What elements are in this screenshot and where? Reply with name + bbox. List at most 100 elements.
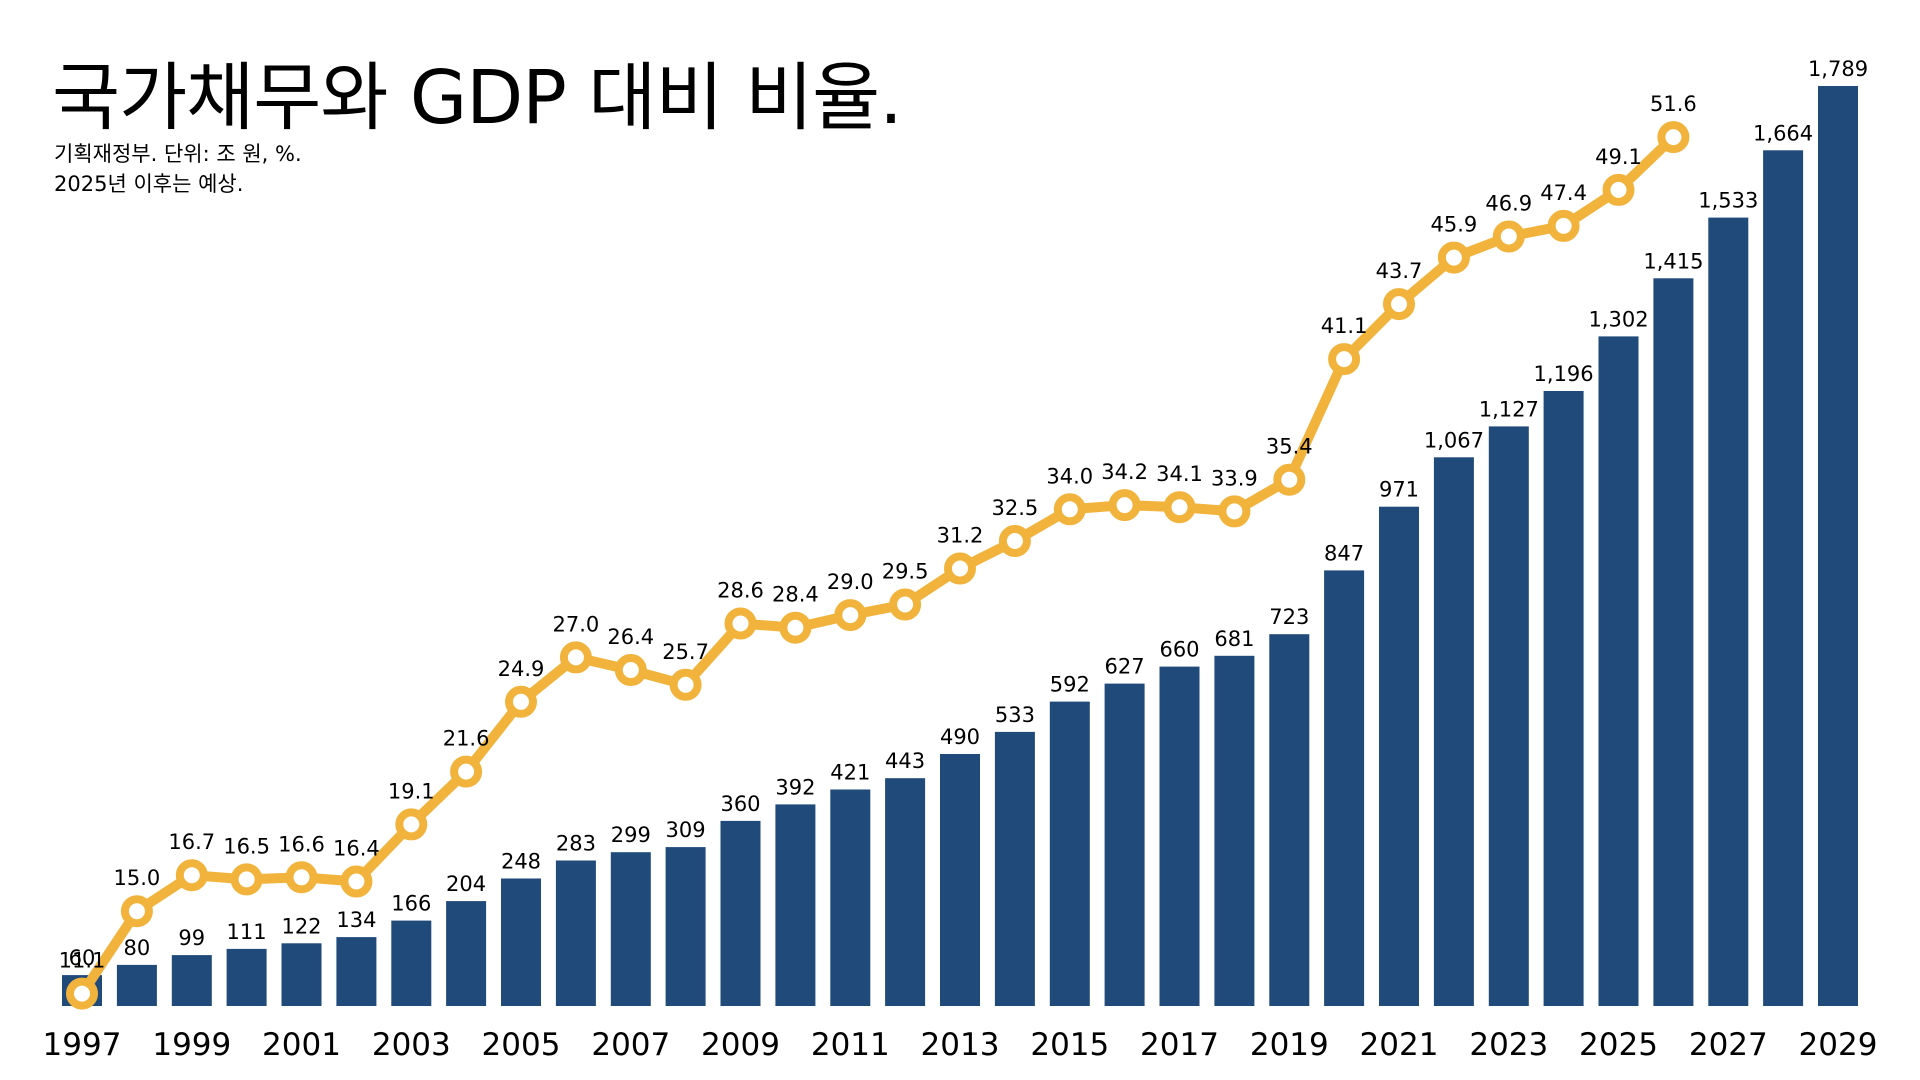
x-tick-label-2015: 2015	[1030, 1027, 1109, 1063]
x-tick-label-2001: 2001	[262, 1027, 341, 1063]
debt-bar-2003	[391, 920, 432, 1006]
ratio-label-2009: 28.6	[717, 579, 764, 603]
debt-bar-label-2019: 723	[1269, 605, 1309, 629]
debt-bar-label-2012: 443	[885, 749, 925, 773]
ratio-label-2000: 16.5	[223, 834, 270, 858]
debt-bar-2020	[1324, 570, 1365, 1006]
x-tick-label-2025: 2025	[1579, 1027, 1658, 1063]
debt-bar-label-2025: 1,302	[1588, 307, 1648, 331]
ratio-point-2008	[669, 668, 702, 701]
ratio-point-2015	[1053, 493, 1086, 526]
ratio-label-1999: 16.7	[168, 830, 215, 854]
x-tick-label-2009: 2009	[701, 1027, 780, 1063]
ratio-label-2012: 29.5	[882, 560, 929, 584]
debt-bar-label-2017: 660	[1159, 638, 1199, 662]
ratio-point-1999	[175, 859, 208, 892]
debt-bar-label-2001: 122	[281, 914, 321, 938]
debt-bar-2013	[940, 754, 980, 1006]
debt-bar-2002	[336, 937, 377, 1006]
debt-bar-2028	[1763, 150, 1804, 1007]
debt-bar-2016	[1104, 683, 1145, 1006]
ratio-point-2021	[1383, 288, 1415, 321]
ratio-label-2016: 34.2	[1101, 460, 1148, 484]
x-tick-label-2021: 2021	[1360, 1027, 1439, 1063]
debt-bar-label-2008: 309	[666, 818, 706, 842]
ratio-label-2013: 31.2	[937, 524, 984, 548]
ratio-point-2001	[285, 861, 318, 894]
ratio-label-2006: 27.0	[553, 612, 600, 636]
debt-bar-2014	[994, 731, 1035, 1006]
ratio-label-2015: 34.0	[1046, 464, 1093, 488]
debt-bar-label-2028: 1,664	[1753, 121, 1813, 145]
debt-bar-label-2011: 421	[830, 761, 870, 785]
debt-bar-2024	[1543, 391, 1584, 1006]
ratio-label-2014: 32.5	[992, 496, 1039, 520]
ratio-label-2022: 45.9	[1431, 213, 1478, 237]
debt-bar-label-2005: 248	[501, 850, 541, 874]
debt-bar-label-1999: 99	[178, 926, 205, 950]
ratio-point-2002	[340, 865, 373, 898]
x-tick-label-2029: 2029	[1799, 1027, 1878, 1063]
ratio-label-2023: 46.9	[1485, 192, 1532, 216]
ratio-label-2018: 33.9	[1211, 466, 1258, 490]
x-tick-label-2007: 2007	[591, 1027, 670, 1063]
debt-bar-2008	[665, 847, 706, 1006]
x-tick-label-1999: 1999	[152, 1027, 231, 1063]
debt-bar-2006	[555, 860, 596, 1006]
ratio-label-2005: 24.9	[498, 657, 545, 681]
debt-bar-label-2003: 166	[391, 892, 431, 916]
debt-bar-label-2022: 1,067	[1424, 428, 1484, 452]
ratio-label-2024: 47.4	[1540, 181, 1587, 205]
ratio-label-2007: 26.4	[607, 625, 654, 649]
ratio-point-1998	[120, 895, 153, 928]
debt-bar-label-2014: 533	[995, 703, 1035, 727]
debt-bar-2029	[1818, 86, 1858, 1006]
debt-bar-2001	[281, 943, 322, 1006]
chart-title: 국가채무와 GDP 대비 비율.	[52, 55, 903, 141]
ratio-label-2008: 25.7	[662, 640, 709, 664]
ratio-label-2021: 43.7	[1376, 259, 1423, 283]
source-note: 기획재정부. 단위: 조 원, %.	[54, 142, 302, 166]
debt-bar-2000	[226, 948, 267, 1006]
ratio-point-2000	[230, 863, 263, 896]
ratio-point-2024	[1547, 209, 1580, 242]
debt-bar-label-2002: 134	[336, 908, 376, 932]
debt-bar-label-2026: 1,415	[1643, 249, 1703, 273]
ratio-point-2016	[1108, 489, 1141, 522]
debt-bar-2021	[1379, 506, 1419, 1006]
ratio-point-2005	[505, 685, 537, 718]
ratio-point-2006	[559, 641, 592, 674]
debt-bar-2026	[1653, 278, 1694, 1006]
debt-bar-2009	[720, 820, 761, 1006]
line-layer	[66, 121, 1690, 1010]
x-axis: 1997 1999 2001 2003 2005 2007 2009 2011 2013 2015…	[43, 1027, 1878, 1063]
ratio-label-1998: 15.0	[114, 866, 161, 890]
debt-bar-label-2010: 392	[775, 775, 815, 799]
debt-bar-label-2020: 847	[1324, 541, 1364, 565]
debt-bar-label-2023: 1,127	[1479, 397, 1539, 421]
debt-bar-1999	[171, 955, 212, 1006]
ratio-point-2026	[1657, 121, 1690, 154]
ratio-label-2002: 16.4	[333, 837, 380, 861]
debt-bar-2004	[446, 901, 487, 1006]
x-tick-label-2005: 2005	[482, 1027, 561, 1063]
ratio-point-2011	[834, 599, 867, 632]
ratio-label-2026: 51.6	[1650, 92, 1697, 116]
x-tick-label-2017: 2017	[1140, 1027, 1219, 1063]
debt-bar-label-2000: 111	[227, 920, 267, 944]
debt-bar-2018	[1214, 655, 1255, 1006]
debt-bar-2012	[885, 778, 926, 1006]
ratio-label-2003: 19.1	[388, 779, 435, 803]
x-tick-label-1997: 1997	[43, 1027, 122, 1063]
ratio-point-2020	[1328, 343, 1361, 376]
debt-bar-2022	[1433, 457, 1474, 1006]
x-tick-label-2013: 2013	[921, 1027, 1000, 1063]
ratio-label-2011: 29.0	[827, 570, 874, 594]
debt-bar-label-2006: 283	[556, 832, 596, 856]
ratio-label-2010: 28.4	[772, 583, 819, 607]
ratio-label-2017: 34.1	[1156, 462, 1203, 486]
debt-bar-label-2016: 627	[1105, 655, 1145, 679]
ratio-point-2018	[1218, 495, 1251, 528]
ratio-label-2020: 41.1	[1321, 314, 1368, 338]
